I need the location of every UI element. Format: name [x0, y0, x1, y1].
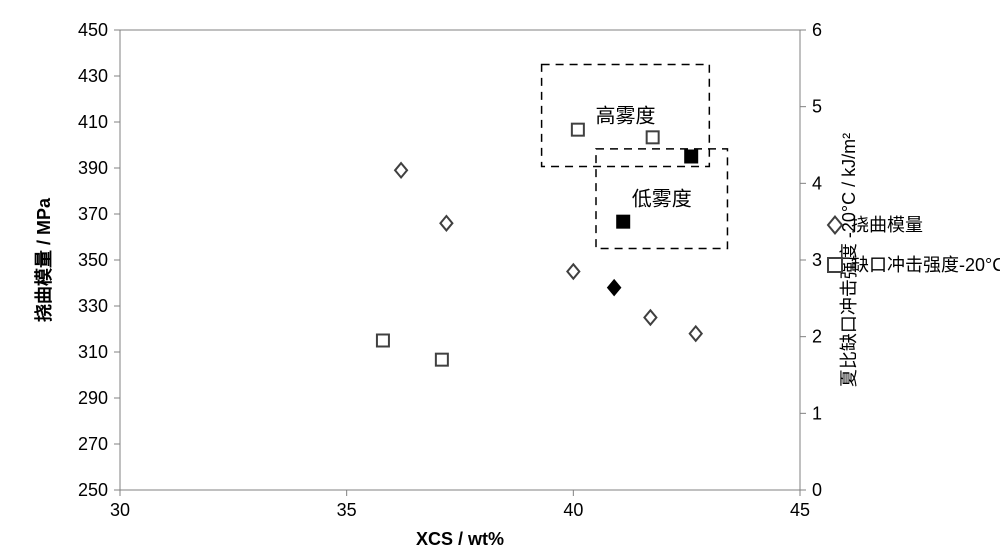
legend-label: 缺口冲击强度-20°C	[851, 255, 1000, 275]
svg-text:2: 2	[812, 327, 822, 347]
legend-label: 挠曲模量	[851, 215, 923, 235]
svg-text:370: 370	[78, 204, 108, 224]
svg-text:5: 5	[812, 97, 822, 117]
svg-text:430: 430	[78, 66, 108, 86]
annotation-label-低雾度: 低雾度	[632, 188, 692, 211]
svg-text:450: 450	[78, 20, 108, 40]
svg-text:250: 250	[78, 480, 108, 500]
svg-text:270: 270	[78, 434, 108, 454]
svg-text:6: 6	[812, 20, 822, 40]
svg-text:4: 4	[812, 173, 822, 193]
svg-text:30: 30	[110, 500, 130, 520]
svg-text:330: 330	[78, 296, 108, 316]
x-axis-label: XCS / wt%	[416, 529, 504, 545]
svg-text:410: 410	[78, 112, 108, 132]
svg-text:390: 390	[78, 158, 108, 178]
svg-text:45: 45	[790, 500, 810, 520]
svg-text:290: 290	[78, 388, 108, 408]
chart-container: 3035404525027029031033035037039041043045…	[0, 0, 1000, 545]
scatter-chart: 3035404525027029031033035037039041043045…	[0, 0, 1000, 545]
svg-text:1: 1	[812, 403, 822, 423]
svg-text:0: 0	[812, 480, 822, 500]
svg-text:35: 35	[337, 500, 357, 520]
svg-text:40: 40	[563, 500, 583, 520]
y-left-axis-label: 挠曲模量 / MPa	[33, 197, 54, 322]
svg-text:350: 350	[78, 250, 108, 270]
svg-text:310: 310	[78, 342, 108, 362]
svg-text:3: 3	[812, 250, 822, 270]
annotation-label-高雾度: 高雾度	[595, 104, 655, 127]
